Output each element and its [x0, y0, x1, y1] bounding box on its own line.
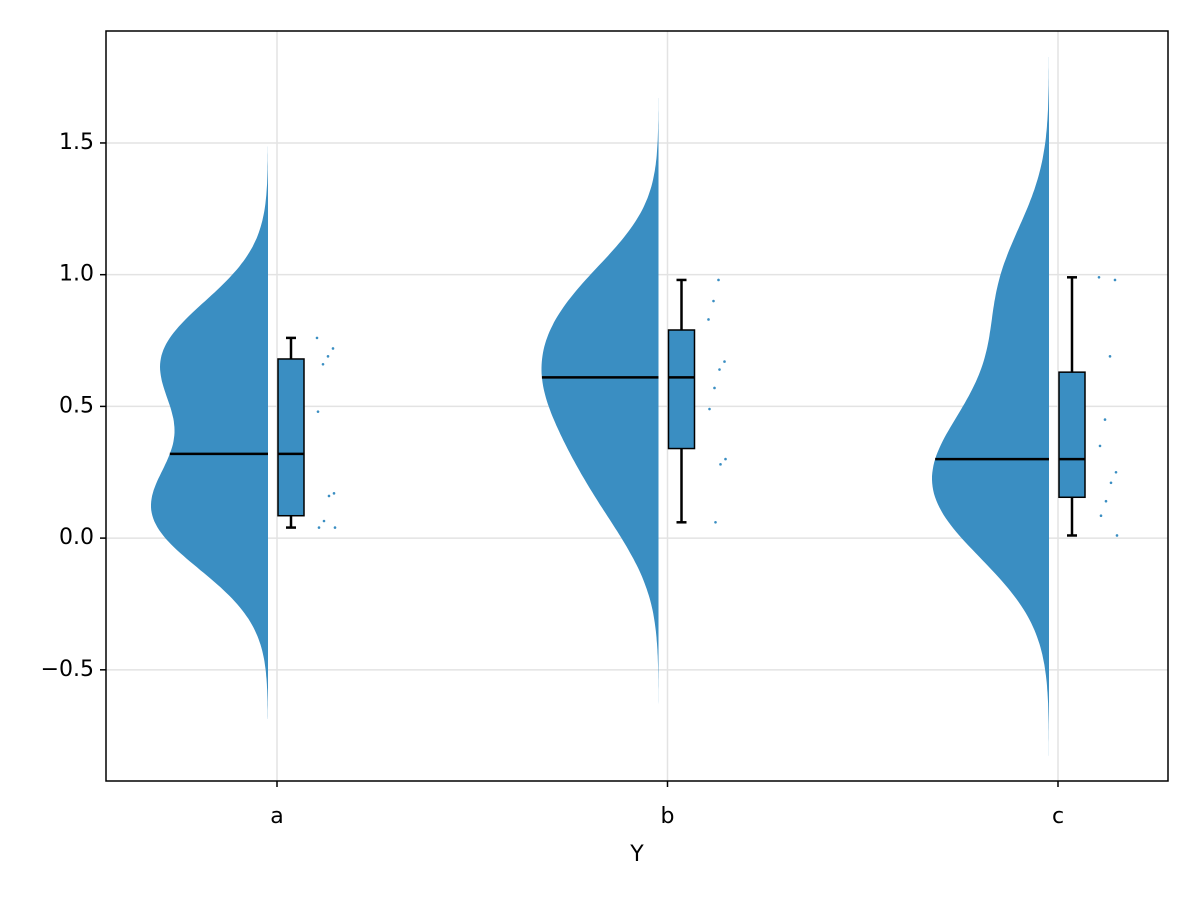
plot-frame	[105, 30, 1169, 782]
point	[331, 347, 335, 350]
point	[718, 368, 721, 371]
x-tick-label: b	[661, 804, 675, 829]
point	[332, 492, 336, 495]
y-tick-label: 0.5	[59, 393, 94, 418]
point	[712, 299, 715, 303]
point	[719, 463, 722, 466]
point	[717, 278, 720, 282]
x-tick-label: a	[270, 804, 283, 829]
point	[707, 318, 710, 321]
point	[1098, 444, 1102, 448]
point	[1109, 481, 1113, 485]
point	[326, 355, 330, 358]
violin	[151, 146, 268, 720]
point	[1115, 534, 1119, 537]
box	[1058, 371, 1086, 499]
point	[315, 336, 319, 340]
box	[277, 358, 305, 517]
point	[713, 386, 716, 390]
x-tick-label: c	[1052, 804, 1064, 829]
y-tick-label: −0.5	[41, 657, 94, 682]
violin	[932, 57, 1049, 756]
point	[316, 410, 320, 413]
point	[714, 521, 717, 524]
point	[1097, 276, 1101, 279]
box	[667, 329, 696, 450]
point	[1103, 418, 1107, 421]
point	[322, 519, 326, 523]
point	[724, 457, 727, 461]
point	[1108, 355, 1112, 358]
point	[317, 526, 321, 529]
y-tick-label: 1.5	[59, 130, 94, 155]
point	[333, 526, 337, 529]
violin	[541, 98, 659, 705]
point	[321, 362, 325, 366]
point	[1104, 499, 1108, 503]
point	[1113, 278, 1117, 282]
point	[1099, 514, 1103, 518]
point	[723, 360, 726, 363]
point	[327, 494, 331, 498]
y-tick-label: 0.0	[59, 525, 94, 550]
y-tick-label: 1.0	[59, 262, 94, 287]
point	[708, 407, 711, 411]
point	[1114, 470, 1118, 474]
x-axis-label: Y	[629, 842, 644, 867]
